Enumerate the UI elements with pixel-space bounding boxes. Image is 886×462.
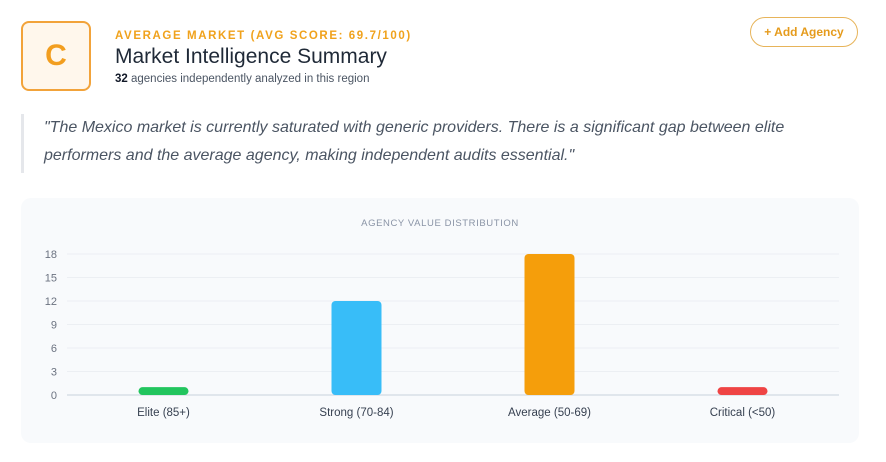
y-tick-label: 3 xyxy=(51,367,57,379)
y-tick-label: 0 xyxy=(51,390,57,402)
grade-badge: C xyxy=(21,21,91,91)
x-tick-label: Critical (<50) xyxy=(710,407,776,419)
chart-title: AGENCY VALUE DISTRIBUTION xyxy=(361,218,519,229)
bar-1 xyxy=(138,387,189,395)
market-summary-quote: "The Mexico market is currently saturate… xyxy=(21,114,821,173)
x-tick-label: Elite (85+) xyxy=(137,407,190,419)
y-tick-label: 12 xyxy=(45,296,57,308)
chart-svg: AGENCY VALUE DISTRIBUTION 0 3 6 9 12 15 18 Elite… xyxy=(45,218,839,419)
bar-4 xyxy=(717,387,768,395)
bar-2 xyxy=(331,301,382,395)
agency-value-distribution-chart: AGENCY VALUE DISTRIBUTION 0 3 6 9 12 15 18 Elite… xyxy=(21,198,859,443)
y-tick-label: 15 xyxy=(45,273,57,285)
y-tick-label: 9 xyxy=(51,320,57,332)
x-tick-label: Strong (70-84) xyxy=(319,407,393,419)
x-tick-label: Average (50-69) xyxy=(508,407,591,419)
page-title: Market Intelligence Summary xyxy=(115,45,387,68)
agency-count-text: 32 agencies independently analyzed in th… xyxy=(115,73,369,85)
y-tick-label: 18 xyxy=(45,249,57,261)
agency-count-suffix: agencies independently analyzed in this … xyxy=(127,73,370,85)
agency-count: 32 xyxy=(115,73,128,85)
add-agency-button[interactable]: + Add Agency xyxy=(750,17,858,47)
bar-3 xyxy=(524,254,575,395)
grade-letter: C xyxy=(45,39,67,72)
market-score-label: AVERAGE MARKET (AVG SCORE: 69.7/100) xyxy=(115,30,412,42)
y-tick-label: 6 xyxy=(51,343,57,355)
